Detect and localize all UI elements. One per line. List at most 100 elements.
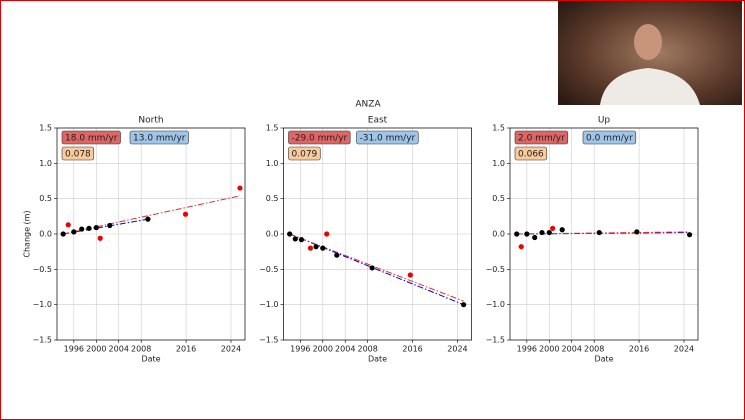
webcam-face	[634, 24, 662, 60]
y-tick-label: 0.0	[39, 230, 52, 239]
annotation-text: 0.078	[65, 150, 91, 160]
data-point	[518, 244, 524, 250]
annotation-text: 2.0 mm/yr	[518, 134, 565, 144]
annotation-text: 0.066	[518, 150, 544, 160]
y-tick-label: 1.5	[492, 124, 505, 133]
plot-frame	[509, 127, 699, 341]
y-tick-label: −0.5	[33, 265, 52, 274]
x-tick-label: 2024	[447, 345, 467, 354]
plot-frame	[56, 127, 246, 341]
annotation-text: 0.0 mm/yr	[586, 134, 633, 144]
data-point	[292, 236, 298, 242]
data-point	[313, 244, 319, 250]
data-point	[461, 302, 467, 308]
data-point	[546, 229, 552, 236]
data-point	[237, 185, 243, 191]
data-point	[60, 231, 66, 237]
y-tick-label: 0.0	[492, 230, 505, 239]
x-tick-label: 2000	[313, 345, 333, 354]
x-tick-label: 2024	[221, 345, 241, 354]
annotation-text: -29.0 mm/yr	[292, 134, 348, 144]
annotation-box	[288, 130, 351, 145]
data-point	[182, 211, 189, 217]
data-point	[86, 225, 92, 231]
y-tick-label: 1.0	[39, 159, 52, 168]
x-axis-label: Date	[594, 355, 613, 364]
y-tick-label: 1.5	[266, 124, 279, 133]
data-point	[559, 227, 565, 233]
data-point	[307, 245, 314, 251]
y-axis-label: Change (m)	[23, 210, 32, 257]
trend-line	[63, 195, 241, 235]
y-tick-label: 1.0	[266, 159, 279, 168]
y-tick-label: −1.0	[33, 300, 52, 309]
data-point	[539, 229, 545, 236]
x-tick-label: 2004	[109, 345, 129, 354]
x-tick-label: 2000	[86, 345, 106, 354]
annotation-box	[129, 130, 189, 145]
plot-frame	[283, 127, 472, 341]
data-point	[524, 231, 530, 237]
data-point	[97, 235, 103, 241]
y-tick-label: −1.0	[259, 300, 278, 309]
data-point	[324, 231, 330, 237]
annotation-text: 0.079	[292, 150, 318, 160]
data-point	[287, 231, 293, 237]
x-tick-label: 2000	[539, 345, 559, 354]
x-tick-label: 2004	[562, 345, 582, 354]
y-tick-label: 0.0	[266, 230, 279, 239]
y-tick-label: −1.5	[259, 336, 278, 345]
annotation-box	[356, 130, 419, 145]
data-point	[65, 222, 71, 228]
y-tick-label: −1.5	[486, 336, 505, 345]
panel-title: Up	[598, 116, 611, 126]
x-axis-label: Date	[141, 355, 160, 364]
x-tick-label: 2008	[131, 345, 151, 354]
webcam-shirt	[600, 68, 700, 105]
data-point	[334, 252, 340, 258]
annotation-box	[61, 146, 95, 161]
data-point	[514, 231, 520, 237]
data-point	[107, 222, 113, 229]
x-tick-label: 2016	[402, 345, 422, 354]
data-point	[320, 245, 326, 251]
y-tick-label: −0.5	[486, 265, 505, 274]
x-tick-label: 2016	[176, 345, 196, 354]
y-tick-label: 1.0	[492, 159, 505, 168]
data-point	[407, 272, 413, 278]
data-point	[532, 234, 538, 241]
panel-title: North	[138, 116, 163, 126]
annotation-text: 13.0 mm/yr	[133, 134, 186, 144]
y-tick-label: 0.5	[492, 194, 505, 203]
suptitle: ANZA	[355, 100, 381, 110]
trend-line	[289, 233, 464, 306]
y-tick-label: 0.5	[266, 194, 279, 203]
data-point	[71, 229, 77, 235]
data-point	[369, 265, 375, 271]
x-tick-label: 2016	[629, 345, 649, 354]
annotation-box	[514, 130, 569, 145]
data-point	[298, 237, 305, 243]
x-tick-label: 1996	[64, 345, 84, 354]
y-tick-label: 0.5	[39, 194, 52, 203]
annotation-box	[288, 146, 321, 161]
y-tick-label: 1.5	[39, 124, 52, 133]
trend-line	[516, 231, 690, 235]
x-axis-label: Date	[368, 355, 387, 364]
x-tick-label: 1996	[517, 345, 537, 354]
data-point	[93, 225, 99, 231]
data-point	[145, 216, 151, 222]
annotation-text: -31.0 mm/yr	[360, 134, 416, 144]
data-point	[550, 225, 556, 231]
y-tick-label: −0.5	[259, 265, 278, 274]
data-point	[596, 229, 602, 236]
trend-line	[289, 233, 464, 302]
data-point	[79, 226, 85, 232]
y-tick-label: −1.0	[486, 300, 505, 309]
data-point	[686, 232, 693, 238]
annotation-box	[582, 130, 637, 145]
x-tick-label: 2008	[357, 345, 377, 354]
